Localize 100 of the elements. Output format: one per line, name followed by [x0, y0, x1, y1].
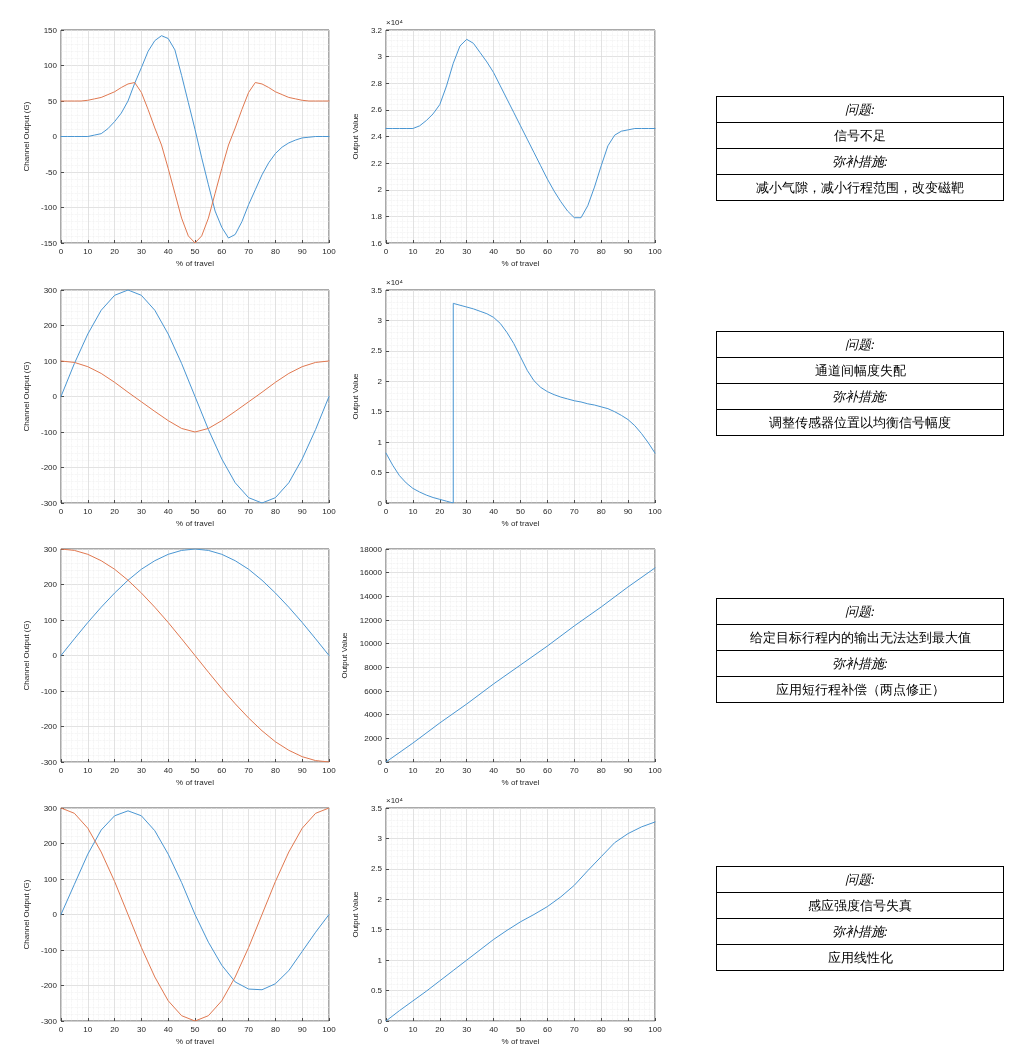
- y-tick-label: 2.5: [370, 346, 383, 356]
- text: ×10⁴: [386, 795, 404, 805]
- y-tick-label: -200: [40, 463, 58, 472]
- text: 通道间幅度失配: [716, 357, 1004, 384]
- text: 弥补措施:: [716, 148, 1004, 175]
- x-tick-label: 90: [297, 506, 308, 516]
- y-tick-label: -300: [40, 1016, 58, 1026]
- x-tick-label: 80: [596, 246, 607, 256]
- y-tick-label: 1: [377, 955, 383, 965]
- x-tick-label: 100: [322, 765, 337, 775]
- x-tick-label: 100: [648, 506, 663, 516]
- x-axis-title: % of travel: [176, 1037, 215, 1047]
- text: 问题:: [716, 331, 1004, 358]
- x-tick-label: 10: [83, 765, 93, 775]
- x-tick-label: 10: [408, 1024, 418, 1034]
- y-tick-label: 0: [377, 757, 383, 767]
- y-axis-title: Output Value: [351, 890, 361, 938]
- x-tick-label: 80: [270, 506, 281, 516]
- text: 调整传感器位置以均衡信号幅度: [716, 409, 1004, 436]
- y-tick-label: 3.2: [370, 25, 383, 35]
- x-tick-label: 100: [648, 1024, 663, 1034]
- y-axis-title: Channel Output (G): [21, 101, 31, 172]
- x-tick-label: 30: [462, 506, 472, 516]
- x-tick-label: 10: [408, 246, 418, 256]
- x-tick-label: 70: [569, 765, 580, 775]
- y-tick-label: 0: [52, 910, 58, 919]
- x-tick-label: 30: [136, 1024, 147, 1034]
- x-tick-label: 20: [435, 246, 445, 256]
- x-tick-label: 90: [623, 246, 634, 256]
- x-tick-label: 90: [623, 506, 634, 516]
- x-tick-label: 100: [322, 1024, 337, 1034]
- text: 信号不足: [716, 122, 1004, 149]
- x-tick-label: 10: [83, 246, 93, 256]
- x-tick-label: 10: [408, 765, 418, 775]
- x-tick-label: 20: [435, 506, 445, 516]
- y-tick-label: 150: [43, 25, 58, 35]
- x-tick-label: 10: [83, 1024, 93, 1034]
- x-tick-label: 30: [136, 506, 147, 516]
- x-tick-label: 90: [623, 1024, 634, 1034]
- y-tick-label: -200: [40, 722, 58, 731]
- line-series: [60, 289, 330, 504]
- text: 弥补措施:: [716, 650, 1004, 677]
- x-tick-label: 70: [569, 506, 580, 516]
- x-tick-label: 60: [217, 506, 227, 516]
- x-tick-label: 60: [542, 506, 553, 516]
- x-tick-label: 70: [569, 1024, 580, 1034]
- y-tick-label: 2: [377, 376, 383, 386]
- x-tick-label: 100: [648, 246, 663, 256]
- x-tick-label: 70: [569, 246, 580, 256]
- y-tick-label: 1.6: [370, 238, 383, 248]
- x-axis-title: % of travel: [176, 778, 215, 788]
- y-tick-label: 300: [43, 285, 58, 295]
- x-tick-label: 50: [516, 246, 526, 256]
- x-tick-label: 50: [190, 506, 200, 516]
- x-tick-label: 80: [596, 765, 607, 775]
- x-tick-label: 90: [623, 765, 634, 775]
- y-tick-label: 100: [43, 874, 58, 884]
- text: ×10⁴: [386, 17, 404, 27]
- x-tick-label: 60: [542, 765, 553, 775]
- x-tick-label: 50: [190, 765, 200, 775]
- x-tick-label: 60: [217, 765, 227, 775]
- y-tick-label: 2.5: [370, 864, 383, 874]
- x-tick-label: 20: [435, 1024, 445, 1034]
- y-tick-label: 2.8: [370, 78, 383, 88]
- x-tick-label: 80: [270, 1024, 281, 1034]
- y-tick-label: -150: [40, 238, 58, 248]
- x-tick-label: 20: [110, 1024, 120, 1034]
- x-tick-label: 80: [270, 765, 281, 775]
- x-tick-label: 100: [648, 765, 663, 775]
- y-tick-label: 2.4: [370, 132, 383, 141]
- y-tick-label: 3: [377, 833, 383, 843]
- y-tick-label: 0: [377, 1016, 383, 1026]
- y-axis-title: Channel Output (G): [21, 361, 31, 432]
- y-axis-title: Output Value: [351, 112, 361, 160]
- y-axis-title: Channel Output (G): [21, 879, 31, 950]
- x-tick-label: 30: [462, 765, 472, 775]
- x-tick-label: 60: [217, 246, 227, 256]
- y-tick-label: -50: [45, 167, 58, 177]
- y-tick-label: 6000: [364, 686, 383, 696]
- y-tick-label: 14000: [359, 591, 383, 601]
- y-tick-label: 2.2: [370, 158, 383, 168]
- y-tick-label: 50: [48, 96, 58, 106]
- y-tick-label: -100: [40, 686, 58, 696]
- y-tick-label: 0: [377, 498, 383, 508]
- text: 弥补措施:: [716, 383, 1004, 410]
- x-tick-label: 50: [516, 765, 526, 775]
- y-tick-label: 1.5: [370, 925, 383, 935]
- text: 问题:: [716, 598, 1004, 625]
- x-axis-title: % of travel: [176, 259, 215, 269]
- x-tick-label: 20: [110, 765, 120, 775]
- line-series: [60, 35, 330, 239]
- y-tick-label: 3.5: [370, 285, 383, 295]
- y-tick-label: 200: [43, 580, 58, 589]
- x-tick-label: 50: [190, 1024, 200, 1034]
- y-tick-label: -200: [40, 981, 58, 990]
- x-tick-label: 80: [270, 246, 281, 256]
- y-tick-label: 200: [43, 839, 58, 848]
- x-axis-title: % of travel: [176, 519, 215, 529]
- x-axis-title: % of travel: [501, 1037, 540, 1047]
- x-tick-label: 30: [136, 246, 147, 256]
